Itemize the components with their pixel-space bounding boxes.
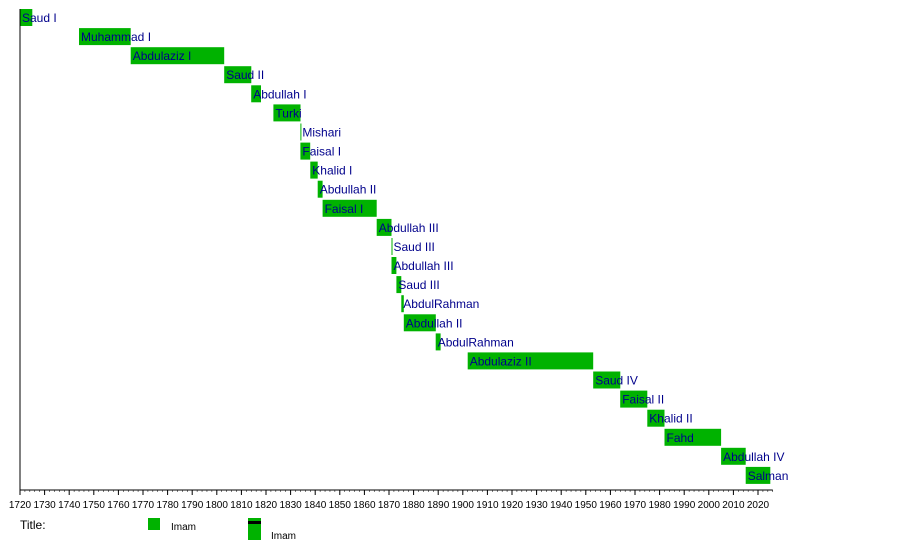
bar-label-16: AbdulRahman [403, 297, 479, 311]
x-axis: 1720 1730 1740 1750 1760 1770 1780 1790 1800 1810… [9, 9, 774, 511]
bar-19 [467, 352, 594, 370]
tick-label: 1970 [624, 500, 647, 511]
bar-13 [391, 238, 393, 255]
tick-label: 1720 [9, 500, 32, 511]
bar-2 [79, 28, 131, 46]
bar-label-9: Khalid I [312, 164, 352, 178]
bar-label-12: Abdullah III [379, 221, 439, 235]
bar-label-3: Abdulaziz I [133, 49, 192, 63]
tick-label: 1870 [378, 500, 401, 511]
bar-17 [403, 314, 436, 332]
legend-title: Title: [20, 518, 46, 532]
bar-8 [300, 142, 311, 160]
legend-label-1: Imam [171, 522, 196, 533]
bar-label-25: Salman [748, 469, 789, 483]
bar-label-1: Saud I [22, 11, 57, 25]
bar-label-19: Abdulaziz II [470, 354, 532, 368]
tick-label: 1770 [132, 500, 155, 511]
tick-label: 1930 [525, 500, 548, 511]
legend-label-2: Imam [271, 531, 296, 540]
tick-label: 1990 [673, 500, 696, 511]
bar-24 [721, 447, 746, 465]
bar-22 [647, 409, 665, 427]
bar-12 [376, 218, 392, 236]
tick-label: 1850 [329, 500, 352, 511]
bar-5 [251, 85, 261, 103]
bar-15 [396, 276, 402, 294]
tick-label: 1840 [304, 500, 327, 511]
bar-11 [322, 199, 377, 217]
bar-14 [391, 257, 397, 274]
tick-label: 2000 [698, 500, 721, 511]
bar-label-7: Mishari [302, 126, 341, 140]
bar-label-24: Abdullah IV [723, 450, 784, 464]
legend: Title: Imam Imam [20, 518, 296, 540]
bar-label-18: AbdulRahman [438, 335, 514, 349]
bar-label-5: Abdullah I [253, 87, 306, 101]
tick-label: 1910 [476, 500, 499, 511]
tick-label: 1790 [181, 500, 204, 511]
legend-swatch-2-stripe [248, 521, 261, 524]
bar-label-14: Abdullah III [394, 259, 454, 273]
bar-4 [224, 66, 252, 84]
tick-label: 1760 [107, 500, 130, 511]
tick-label: 2010 [722, 500, 745, 511]
tick-label: 1730 [33, 500, 56, 511]
tick-label: 1980 [648, 500, 671, 511]
bar-label-11: Faisal I [325, 202, 364, 216]
bar-7 [300, 123, 302, 141]
bar-label-2: Muhammad I [81, 30, 151, 44]
bar-9 [310, 161, 318, 179]
legend-swatch-1 [148, 518, 160, 530]
tick-label: 1950 [575, 500, 598, 511]
bar-label-10: Abdullah II [320, 183, 377, 197]
bar-label-21: Faisal II [622, 393, 664, 407]
bar-20 [593, 371, 621, 389]
bar-label-20: Saud IV [595, 374, 638, 388]
tick-label: 1860 [353, 500, 376, 511]
bar-16 [401, 295, 404, 313]
tick-label: 1880 [402, 500, 425, 511]
bar-1 [20, 9, 33, 26]
tick-label: 1960 [599, 500, 622, 511]
bar-23 [664, 428, 722, 446]
bar-label-17: Abdullah II [406, 316, 463, 330]
bar-label-8: Faisal I [302, 145, 341, 159]
bar-6 [273, 104, 301, 122]
bar-3 [130, 47, 225, 65]
bar-label-15: Saud III [398, 278, 439, 292]
tick-label: 1740 [58, 500, 81, 511]
tick-label: 2020 [747, 500, 770, 511]
bar-label-23: Fahd [667, 431, 694, 445]
bar-label-4: Saud II [226, 68, 264, 82]
bar-label-22: Khalid II [649, 412, 692, 426]
bar-10 [317, 180, 323, 198]
bar-label-13: Saud III [394, 240, 435, 254]
tick-label: 1800 [206, 500, 229, 511]
bar-18 [435, 333, 441, 351]
tick-label: 1830 [279, 500, 302, 511]
tick-label: 1820 [255, 500, 278, 511]
bar-label-6: Turki [275, 106, 301, 120]
bar-25 [745, 466, 771, 484]
tick-label: 1810 [230, 500, 253, 511]
bar-21 [620, 390, 648, 408]
tick-label: 1750 [83, 500, 106, 511]
tick-label: 1900 [452, 500, 475, 511]
tick-label: 1920 [501, 500, 524, 511]
tick-label: 1890 [427, 500, 450, 511]
tick-label: 1940 [550, 500, 573, 511]
tick-label: 1780 [156, 500, 179, 511]
bars-layer: Saud I Muhammad I Abdulaziz I Saud II Abdull… [20, 9, 788, 484]
